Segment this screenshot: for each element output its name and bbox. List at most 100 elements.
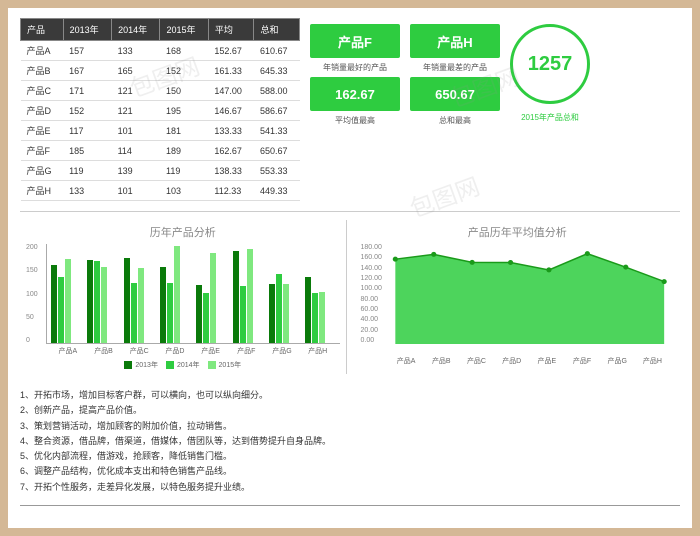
bar <box>247 249 253 344</box>
bar <box>58 277 64 344</box>
table-cell: 150 <box>160 81 208 101</box>
bar-group <box>233 249 263 344</box>
table-cell: 449.33 <box>254 181 300 201</box>
area-point <box>584 251 589 256</box>
bar <box>233 251 239 344</box>
x-label: 产品G <box>264 346 300 356</box>
bar-group <box>196 253 226 344</box>
bar <box>65 259 71 343</box>
bar <box>131 283 137 344</box>
table-cell: 133.33 <box>208 121 254 141</box>
area-point <box>661 279 666 284</box>
bar-group <box>160 246 190 344</box>
note-line: 5、优化内部流程，借游戏，抢顾客，降低销售门槛。 <box>20 449 680 464</box>
table-cell: 121 <box>112 81 160 101</box>
y-tick: 180.00 <box>361 244 382 251</box>
y-tick: 50 <box>26 314 38 321</box>
x-label: 产品D <box>157 346 193 356</box>
y-tick: 160.00 <box>361 254 382 261</box>
table-cell: 112.33 <box>208 181 254 201</box>
table-cell: 162.67 <box>208 141 254 161</box>
x-label: 产品C <box>121 346 157 356</box>
table-cell: 181 <box>160 121 208 141</box>
x-label: 产品F <box>564 356 599 366</box>
table-cell: 165 <box>112 61 160 81</box>
bar <box>101 267 107 343</box>
table-cell: 185 <box>63 141 111 161</box>
table-cell: 146.67 <box>208 101 254 121</box>
x-label: 产品A <box>50 346 86 356</box>
table-cell: 产品A <box>21 41 64 61</box>
y-tick: 150 <box>26 267 38 274</box>
table-cell: 119 <box>63 161 111 181</box>
y-tick: 80.00 <box>361 296 382 303</box>
table-cell: 产品E <box>21 121 64 141</box>
legend-item: 2014年 <box>166 360 200 370</box>
bar-group <box>124 258 154 344</box>
bar <box>167 283 173 344</box>
kpi-worst-product: 产品H <box>410 24 500 58</box>
table-cell: 161.33 <box>208 61 254 81</box>
bar-chart-title: 历年产品分析 <box>26 224 340 240</box>
table-cell: 157 <box>63 41 111 61</box>
note-line: 3、策划营销活动，增加顾客的附加价值，拉动销售。 <box>20 419 680 434</box>
kpi-best-avg: 162.67 <box>310 77 400 111</box>
table-cell: 产品H <box>21 181 64 201</box>
table-cell: 195 <box>160 101 208 121</box>
bar <box>94 261 100 344</box>
y-tick: 120.00 <box>361 275 382 282</box>
kpi-best-avg-label: 平均值最高 <box>335 115 375 126</box>
x-label: 产品A <box>389 356 424 366</box>
x-label: 产品B <box>86 346 122 356</box>
table-cell: 133 <box>63 181 111 201</box>
y-tick: 0 <box>26 337 38 344</box>
table-row: 产品G119139119138.33553.33 <box>21 161 300 181</box>
table-cell: 138.33 <box>208 161 254 181</box>
bar-chart-panel: 历年产品分析 200150100500 产品A产品B产品C产品D产品E产品F产品… <box>20 220 347 374</box>
table-cell: 152.67 <box>208 41 254 61</box>
bar <box>196 285 202 344</box>
table-row: 产品C171121150147.00588.00 <box>21 81 300 101</box>
table-cell: 650.67 <box>254 141 300 161</box>
bar <box>203 293 209 344</box>
bar <box>124 258 130 344</box>
y-tick: 140.00 <box>361 265 382 272</box>
product-table: 产品2013年2014年2015年平均总和 产品A157133168152.67… <box>20 18 300 201</box>
table-cell: 610.67 <box>254 41 300 61</box>
bar <box>210 253 216 344</box>
table-header: 2013年 <box>63 19 111 41</box>
bar <box>87 260 93 344</box>
y-tick: 200 <box>26 244 38 251</box>
x-label: 产品E <box>193 346 229 356</box>
table-cell: 152 <box>63 101 111 121</box>
table-row: 产品F185114189162.67650.67 <box>21 141 300 161</box>
table-cell: 121 <box>112 101 160 121</box>
table-cell: 101 <box>112 121 160 141</box>
note-line: 7、开拓个性服务，走差异化发展，以特色服务提升业绩。 <box>20 480 680 495</box>
y-tick: 60.00 <box>361 306 382 313</box>
bar <box>240 286 246 343</box>
table-cell: 588.00 <box>254 81 300 101</box>
area-point <box>623 265 628 270</box>
y-tick: 0.00 <box>361 337 382 344</box>
y-tick: 100.00 <box>361 285 382 292</box>
note-line: 4、整合资源，借品牌，借渠道，借媒体，借团队等，达到借势提升自身品牌。 <box>20 434 680 449</box>
table-cell: 553.33 <box>254 161 300 181</box>
note-line: 6、调整产品结构，优化成本支出和特色销售产品线。 <box>20 464 680 479</box>
table-cell: 103 <box>160 181 208 201</box>
kpi-area: 产品F 年销量最好的产品 162.67 平均值最高 产品H 年销量最差的产品 6… <box>310 18 680 201</box>
kpi-total-label: 2015年产品总和 <box>521 112 579 123</box>
table-row: 产品B167165152161.33645.33 <box>21 61 300 81</box>
y-tick: 100 <box>26 291 38 298</box>
bar-group <box>269 274 299 344</box>
area-point <box>469 260 474 265</box>
table-cell: 645.33 <box>254 61 300 81</box>
table-cell: 117 <box>63 121 111 141</box>
table-cell: 产品C <box>21 81 64 101</box>
table-row: 产品A157133168152.67610.67 <box>21 41 300 61</box>
bar <box>305 277 311 344</box>
x-label: 产品D <box>494 356 529 366</box>
table-cell: 133 <box>112 41 160 61</box>
table-row: 产品D152121195146.67586.67 <box>21 101 300 121</box>
kpi-best-product-label: 年销量最好的产品 <box>323 62 387 73</box>
